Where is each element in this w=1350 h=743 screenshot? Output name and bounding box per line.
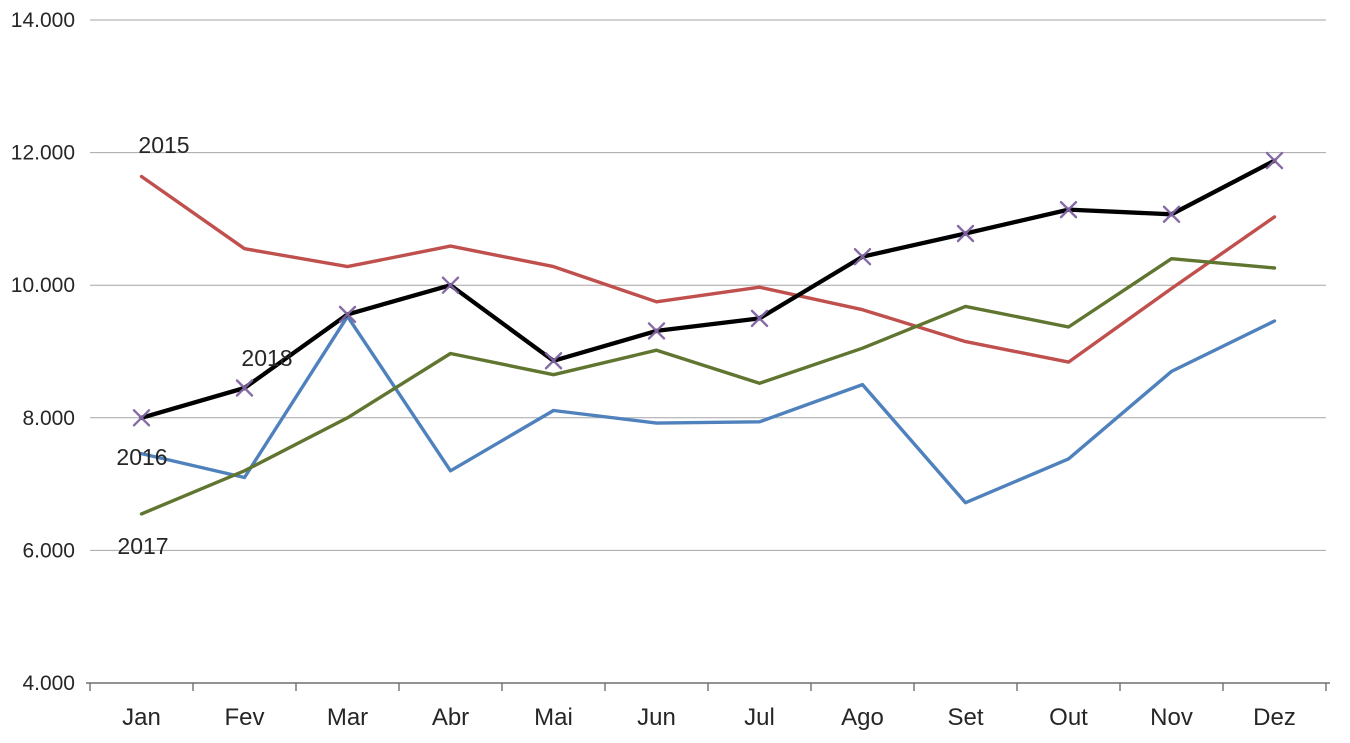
x-axis-month-label: Mar <box>327 704 368 731</box>
x-marker <box>750 309 769 328</box>
y-axis-tick-label: 6.000 <box>22 539 75 562</box>
x-marker <box>1162 205 1181 223</box>
x-axis-month-label: Out <box>1049 704 1088 731</box>
y-axis-tick-label: 4.000 <box>22 672 75 695</box>
series-label-2016: 2016 <box>116 444 167 470</box>
series-line-2016 <box>139 314 1277 505</box>
x-axis-month-label: Dez <box>1253 704 1296 731</box>
x-axis-month-label: Ago <box>841 704 884 731</box>
x-axis-month-label: Mai <box>534 704 573 731</box>
x-marker <box>338 305 357 324</box>
series-line-2015 <box>139 174 1277 364</box>
series-label-2015: 2015 <box>138 132 189 158</box>
x-marker <box>1265 151 1284 170</box>
x-marker <box>132 409 151 427</box>
series-line-2017 <box>139 257 1277 516</box>
x-axis-month-label: Nov <box>1150 704 1193 731</box>
x-marker <box>441 276 460 294</box>
y-axis-tick-label: 14.000 <box>11 9 75 32</box>
x-marker <box>647 322 666 340</box>
x-marker <box>235 379 254 397</box>
x-axis-month-label: Abr <box>432 704 469 731</box>
x-axis-month-label: Fev <box>224 704 264 731</box>
x-marker <box>956 224 975 243</box>
y-axis-tick-label: 12.000 <box>11 142 75 165</box>
x-marker <box>544 352 563 370</box>
x-marker <box>853 247 872 266</box>
series-label-2018: 2018 <box>241 345 292 371</box>
y-axis-tick-label: 8.000 <box>22 407 75 430</box>
series-label-2017: 2017 <box>117 533 168 559</box>
x-axis-month-label: Set <box>947 704 983 731</box>
x-axis-month-label: Jun <box>637 704 676 731</box>
y-axis-tick-label: 10.000 <box>11 274 75 297</box>
x-marker <box>1059 200 1078 219</box>
x-axis-month-label: Jul <box>744 704 775 731</box>
x-axis-month-label: Jan <box>122 704 161 731</box>
series-line-2018 <box>139 158 1277 420</box>
